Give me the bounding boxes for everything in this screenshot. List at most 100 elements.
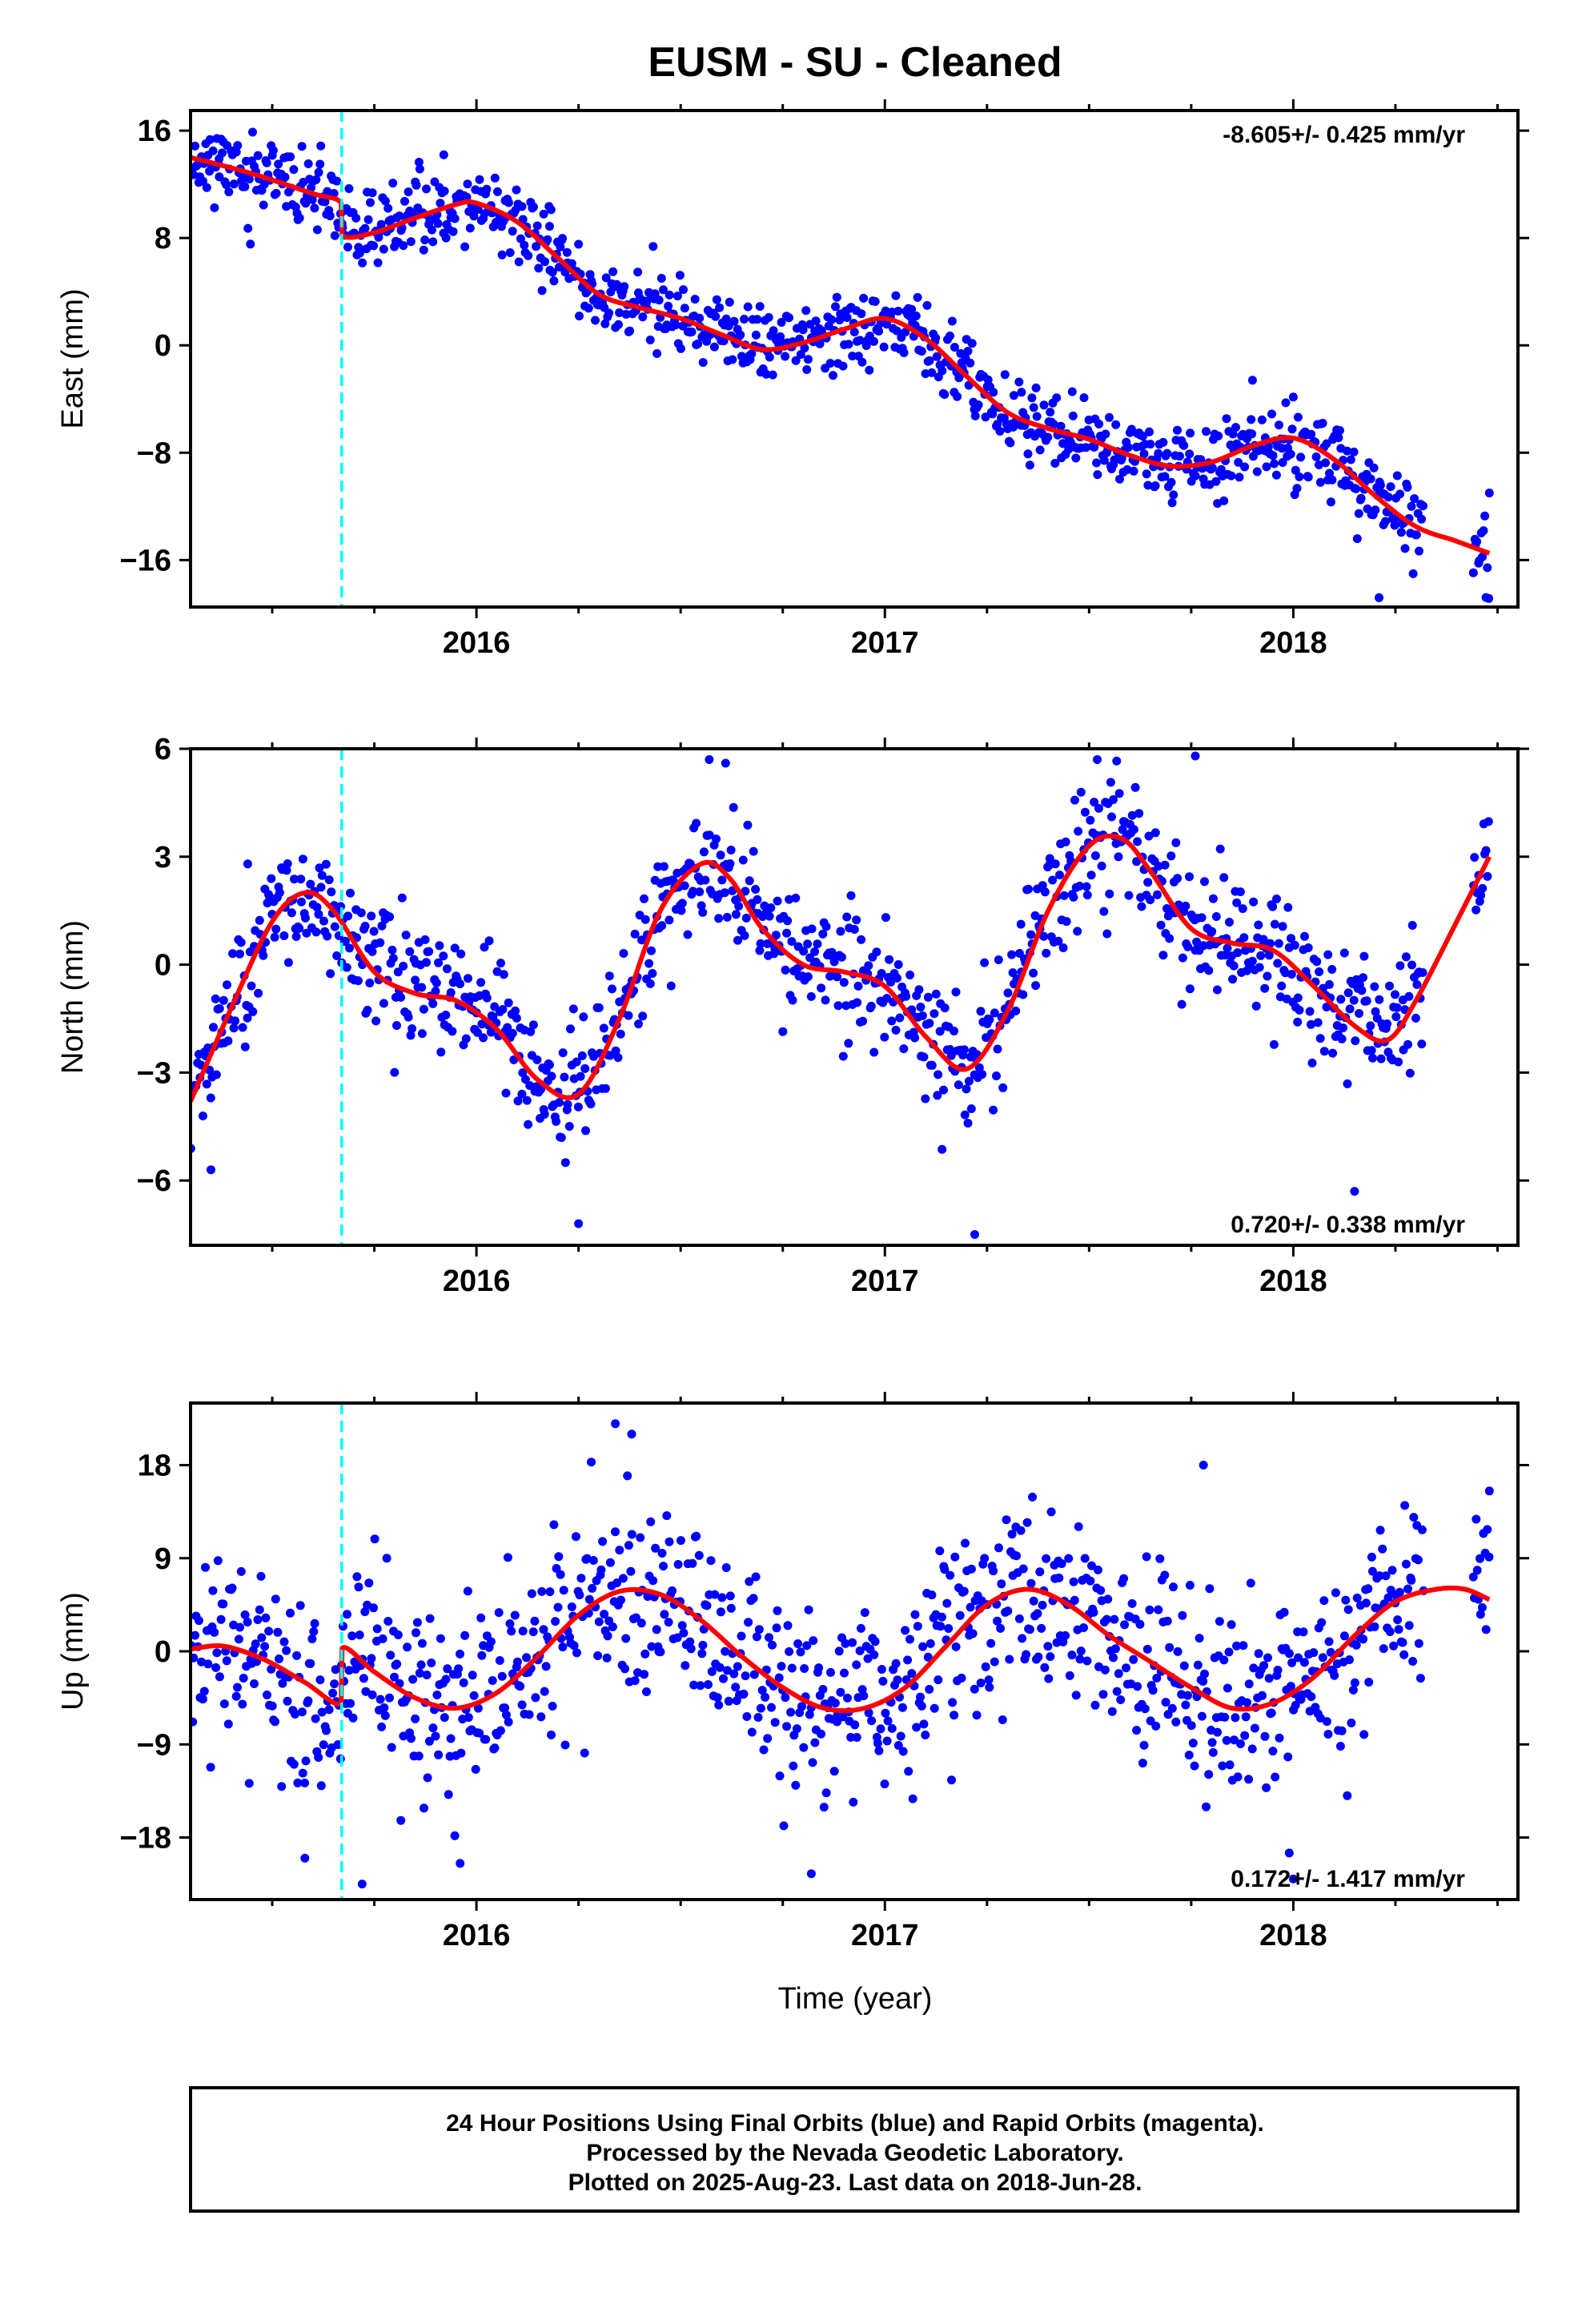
- data-point: [763, 1734, 773, 1743]
- data-point: [731, 910, 741, 919]
- data-point: [579, 1012, 588, 1022]
- data-point: [1129, 825, 1138, 834]
- y-tick-label: −9: [137, 1728, 171, 1762]
- data-point: [937, 1612, 946, 1622]
- data-point: [616, 1595, 625, 1605]
- data-point: [994, 1543, 1003, 1553]
- data-point: [630, 929, 640, 939]
- data-point: [1050, 459, 1060, 468]
- data-point: [1230, 1735, 1239, 1745]
- data-point: [1409, 1513, 1419, 1522]
- data-point: [972, 1711, 982, 1720]
- data-point: [263, 1691, 271, 1699]
- data-point: [726, 1603, 736, 1613]
- data-point: [848, 1638, 857, 1647]
- data-point: [1479, 526, 1488, 536]
- x-tick-label: 2016: [443, 626, 511, 660]
- data-point: [721, 1563, 731, 1572]
- data-point: [1335, 1742, 1345, 1751]
- data-point: [443, 1664, 452, 1674]
- data-point: [584, 304, 593, 313]
- data-point: [706, 1556, 716, 1566]
- data-point: [1322, 439, 1331, 448]
- data-point: [295, 923, 304, 933]
- data-point: [640, 1670, 648, 1679]
- data-point: [1359, 1634, 1368, 1644]
- data-point: [860, 1608, 869, 1618]
- data-point: [1129, 1655, 1138, 1664]
- data-point: [654, 296, 664, 305]
- data-point: [938, 1144, 947, 1154]
- data-point: [461, 1034, 471, 1043]
- data-point: [512, 185, 521, 195]
- data-point: [206, 1093, 215, 1103]
- data-point: [238, 1023, 247, 1032]
- data-point: [293, 1778, 303, 1787]
- data-point: [626, 1566, 636, 1576]
- data-point: [312, 903, 322, 912]
- footer-box: 24 Hour Positions Using Final Orbits (bl…: [189, 2086, 1520, 2213]
- data-point: [552, 1116, 561, 1126]
- data-point: [1239, 1641, 1248, 1651]
- data-point: [572, 1057, 581, 1067]
- data-point: [873, 1739, 882, 1748]
- data-point: [1106, 778, 1115, 787]
- data-point: [1071, 1691, 1081, 1700]
- data-point: [306, 1659, 315, 1668]
- data-point: [611, 1527, 620, 1537]
- data-point: [692, 1531, 701, 1541]
- data-point: [864, 1708, 873, 1718]
- data-point: [640, 894, 648, 903]
- data-point: [439, 951, 448, 961]
- data-point: [840, 1668, 849, 1678]
- data-point: [1114, 1669, 1123, 1679]
- data-point: [787, 937, 797, 947]
- data-point: [289, 1759, 299, 1769]
- data-point: [344, 1666, 354, 1675]
- data-point: [1213, 985, 1222, 995]
- data-point: [1076, 1647, 1086, 1656]
- data-point: [354, 1582, 363, 1592]
- data-point: [1240, 1731, 1250, 1740]
- data-point: [297, 142, 307, 151]
- data-point: [1038, 1600, 1047, 1610]
- data-point: [195, 1616, 203, 1626]
- data-point: [1268, 451, 1278, 460]
- data-point: [598, 1537, 608, 1546]
- data-point: [1418, 968, 1427, 977]
- data-point: [248, 1007, 258, 1016]
- data-point: [697, 1649, 707, 1659]
- data-point: [203, 1659, 213, 1669]
- data-point: [695, 313, 705, 323]
- data-point: [648, 242, 658, 251]
- data-point: [849, 925, 859, 934]
- data-point: [223, 1719, 233, 1729]
- data-point: [1154, 1605, 1163, 1614]
- data-point: [724, 1696, 733, 1706]
- data-point: [1219, 873, 1229, 883]
- y-axis-label: North (mm): [56, 920, 90, 1074]
- data-point: [1255, 963, 1264, 972]
- data-point: [1102, 1614, 1111, 1624]
- data-point: [1200, 1669, 1209, 1679]
- data-point: [1205, 1584, 1215, 1594]
- data-point: [587, 1458, 596, 1467]
- data-point: [216, 1614, 226, 1624]
- data-point: [710, 1590, 720, 1599]
- data-point: [282, 1646, 291, 1655]
- data-point: [420, 935, 430, 944]
- data-point: [480, 943, 489, 952]
- data-point: [636, 1618, 646, 1628]
- data-point: [751, 885, 761, 894]
- data-point: [236, 938, 246, 947]
- data-point: [1381, 1571, 1391, 1581]
- data-point: [1271, 470, 1281, 480]
- data-point: [1031, 981, 1041, 991]
- data-point: [1134, 809, 1144, 818]
- data-point: [1283, 1752, 1293, 1762]
- data-point: [627, 1429, 636, 1439]
- data-point: [428, 999, 438, 1008]
- data-point: [602, 1653, 612, 1663]
